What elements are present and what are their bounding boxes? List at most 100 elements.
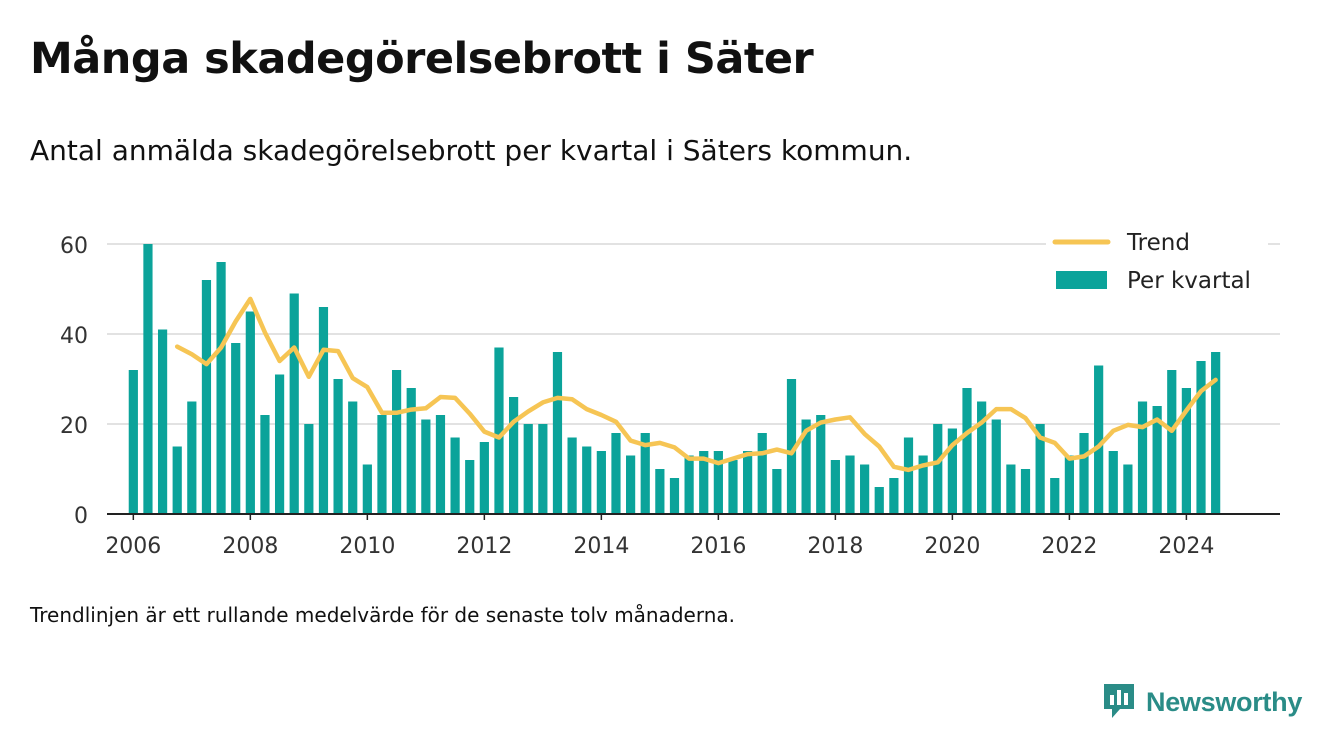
bar [845,455,855,514]
bar [1050,478,1060,514]
bar [494,347,504,514]
x-tick-label: 2022 [1041,534,1097,559]
bar [816,415,826,514]
x-tick-label: 2020 [924,534,980,559]
bar [713,451,723,514]
bar [172,446,182,514]
bar [947,428,957,514]
bar [903,437,914,514]
bar [889,478,899,514]
bar [523,424,533,514]
bar [728,460,738,514]
y-tick-label: 0 [74,504,88,529]
bar [479,442,489,514]
bar [1006,464,1016,514]
bar [1094,365,1104,514]
bar [772,469,782,514]
bar [274,374,285,514]
bar [201,280,212,514]
bar [552,352,563,514]
legend-bar-label: Per kvartal [1127,268,1251,294]
bar [391,370,402,514]
x-tick-label: 2016 [690,534,746,559]
bar [801,419,811,514]
bar [157,329,168,514]
bar [860,464,870,514]
bar [435,415,446,514]
bar [450,437,460,514]
bar [421,419,431,514]
bar [231,343,241,514]
bar [918,455,928,514]
bar [348,401,358,514]
bar [318,307,329,514]
bar [1108,451,1118,514]
bar [874,487,884,514]
bar [977,401,987,514]
bar [699,451,709,514]
bar [245,311,255,514]
bar [1137,401,1148,514]
bar [333,379,343,514]
bar [128,370,138,514]
bar [1020,469,1031,514]
bar [962,388,972,514]
x-tick-label: 2014 [573,534,629,559]
bar [260,415,270,514]
x-tick-label: 2008 [222,534,278,559]
newsworthy-logo: Newsworthy [1102,681,1302,723]
bar [1123,464,1133,514]
bar [567,437,577,514]
bar [143,244,153,514]
legend-trend-label: Trend [1126,230,1190,256]
chart-area: 0 20 40 60 2006 2008 2010 2012 2014 2016 2018 2020 2… [60,226,1280,559]
bar [1181,388,1191,514]
bar [684,455,694,514]
bar [289,293,299,514]
x-tick-label: 2012 [456,534,512,559]
bar [669,478,680,514]
bar [377,415,387,514]
bar [596,451,606,514]
y-tick-label: 20 [60,414,88,439]
bar [626,455,636,514]
bar [1167,370,1177,514]
bar [582,446,592,514]
bar [991,419,1001,514]
bar [933,424,943,514]
chart-subtitle: Antal anmälda skadegörelsebrott per kvar… [30,134,913,167]
chart-footnote: Trendlinjen är ett rullande medelvärde f… [30,603,736,627]
bar [1064,455,1074,514]
bar [1196,361,1206,514]
bar [743,451,753,514]
bar [611,433,621,514]
y-tick-label: 60 [60,234,88,259]
bar [655,469,665,514]
brand-name: Newsworthy [1146,686,1303,717]
legend-bar-swatch [1056,271,1107,289]
chart-title: Många skadegörelsebrott i Säter [30,34,814,84]
y-tick-label: 40 [60,324,88,349]
bar [216,262,226,514]
bar [304,424,314,514]
x-tick-label: 2006 [105,534,161,559]
x-tick-label: 2018 [807,534,863,559]
x-tick-label: 2024 [1158,534,1214,559]
bar [465,460,475,514]
bar [187,401,197,514]
legend: Trend Per kvartal [1046,226,1268,300]
newsworthy-logo-icon [1104,684,1134,718]
bar [786,379,797,514]
bar [1035,424,1045,514]
bar [640,433,650,514]
bar [830,460,840,514]
bar [1079,433,1089,514]
bar [1211,352,1221,514]
trend-line [174,296,1218,473]
bar [406,388,416,514]
bar [538,424,548,514]
x-tick-label: 2010 [339,534,395,559]
bar [1152,406,1162,514]
bar [362,464,372,514]
bar [757,433,767,514]
